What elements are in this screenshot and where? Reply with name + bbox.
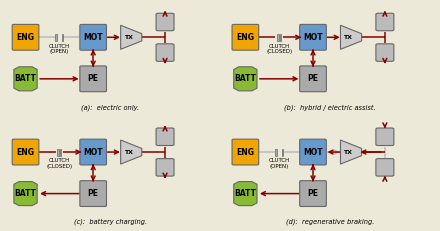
Text: BATT: BATT	[235, 74, 257, 83]
FancyBboxPatch shape	[376, 44, 394, 61]
FancyBboxPatch shape	[376, 128, 394, 146]
Text: TX: TX	[343, 35, 352, 40]
Text: ENG: ENG	[236, 33, 254, 42]
Text: PE: PE	[308, 74, 319, 83]
Polygon shape	[121, 25, 142, 49]
Polygon shape	[341, 25, 362, 49]
Text: PE: PE	[308, 189, 319, 198]
Text: BATT: BATT	[235, 189, 257, 198]
Text: MOT: MOT	[83, 33, 103, 42]
Text: PE: PE	[88, 189, 99, 198]
Polygon shape	[341, 140, 362, 164]
Bar	[282, 149, 283, 156]
FancyBboxPatch shape	[376, 159, 394, 176]
Polygon shape	[14, 182, 37, 206]
FancyBboxPatch shape	[156, 44, 174, 61]
Polygon shape	[121, 140, 142, 164]
Text: (b):  hybrid / electric assist.: (b): hybrid / electric assist.	[284, 104, 376, 110]
Text: CLUTCH
(OPEN): CLUTCH (OPEN)	[49, 44, 70, 54]
Bar	[60, 149, 62, 156]
Text: BATT: BATT	[15, 189, 37, 198]
Polygon shape	[234, 182, 257, 206]
FancyBboxPatch shape	[80, 139, 106, 165]
Bar	[57, 149, 59, 156]
Text: ENG: ENG	[17, 33, 34, 42]
Polygon shape	[14, 67, 37, 91]
FancyBboxPatch shape	[12, 139, 39, 165]
Text: MOT: MOT	[83, 148, 103, 157]
FancyBboxPatch shape	[376, 13, 394, 31]
Text: (c):  battery charging.: (c): battery charging.	[73, 219, 147, 225]
Text: CLUTCH
(OPEN): CLUTCH (OPEN)	[268, 158, 290, 169]
FancyBboxPatch shape	[156, 13, 174, 31]
FancyBboxPatch shape	[12, 24, 39, 50]
Text: CLUTCH
(CLOSED): CLUTCH (CLOSED)	[266, 44, 292, 54]
FancyBboxPatch shape	[232, 24, 259, 50]
Text: BATT: BATT	[15, 74, 37, 83]
Bar	[62, 34, 63, 41]
Text: MOT: MOT	[303, 33, 323, 42]
FancyBboxPatch shape	[156, 159, 174, 176]
Text: CLUTCH
(CLOSED): CLUTCH (CLOSED)	[46, 158, 73, 169]
Text: (a):  electric only.: (a): electric only.	[81, 104, 139, 110]
FancyBboxPatch shape	[80, 24, 106, 50]
Text: MOT: MOT	[303, 148, 323, 157]
Bar	[275, 149, 277, 156]
Text: PE: PE	[88, 74, 99, 83]
Bar	[277, 34, 279, 41]
Text: TX: TX	[124, 35, 132, 40]
FancyBboxPatch shape	[300, 66, 326, 92]
Text: TX: TX	[124, 149, 132, 155]
FancyBboxPatch shape	[80, 66, 106, 92]
Text: ENG: ENG	[17, 148, 34, 157]
FancyBboxPatch shape	[80, 181, 106, 207]
FancyBboxPatch shape	[300, 181, 326, 207]
Bar	[55, 34, 57, 41]
FancyBboxPatch shape	[156, 128, 174, 146]
Text: TX: TX	[343, 149, 352, 155]
Polygon shape	[234, 67, 257, 91]
Bar	[280, 34, 281, 41]
FancyBboxPatch shape	[300, 139, 326, 165]
Text: (d):  regenerative braking.: (d): regenerative braking.	[286, 219, 374, 225]
FancyBboxPatch shape	[232, 139, 259, 165]
Text: ENG: ENG	[236, 148, 254, 157]
FancyBboxPatch shape	[300, 24, 326, 50]
